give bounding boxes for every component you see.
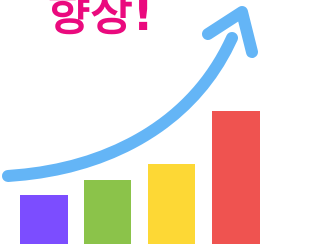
bar-yellow <box>148 164 195 244</box>
bar-purple <box>20 195 68 244</box>
bar-green <box>84 180 131 244</box>
headline: 향상! <box>48 0 154 41</box>
illustration: 향상! <box>0 0 274 244</box>
bar-red <box>212 111 260 244</box>
page: 향상! (() => { const data = JSON.parse(doc… <box>0 0 274 244</box>
trend-arrow <box>8 38 232 176</box>
